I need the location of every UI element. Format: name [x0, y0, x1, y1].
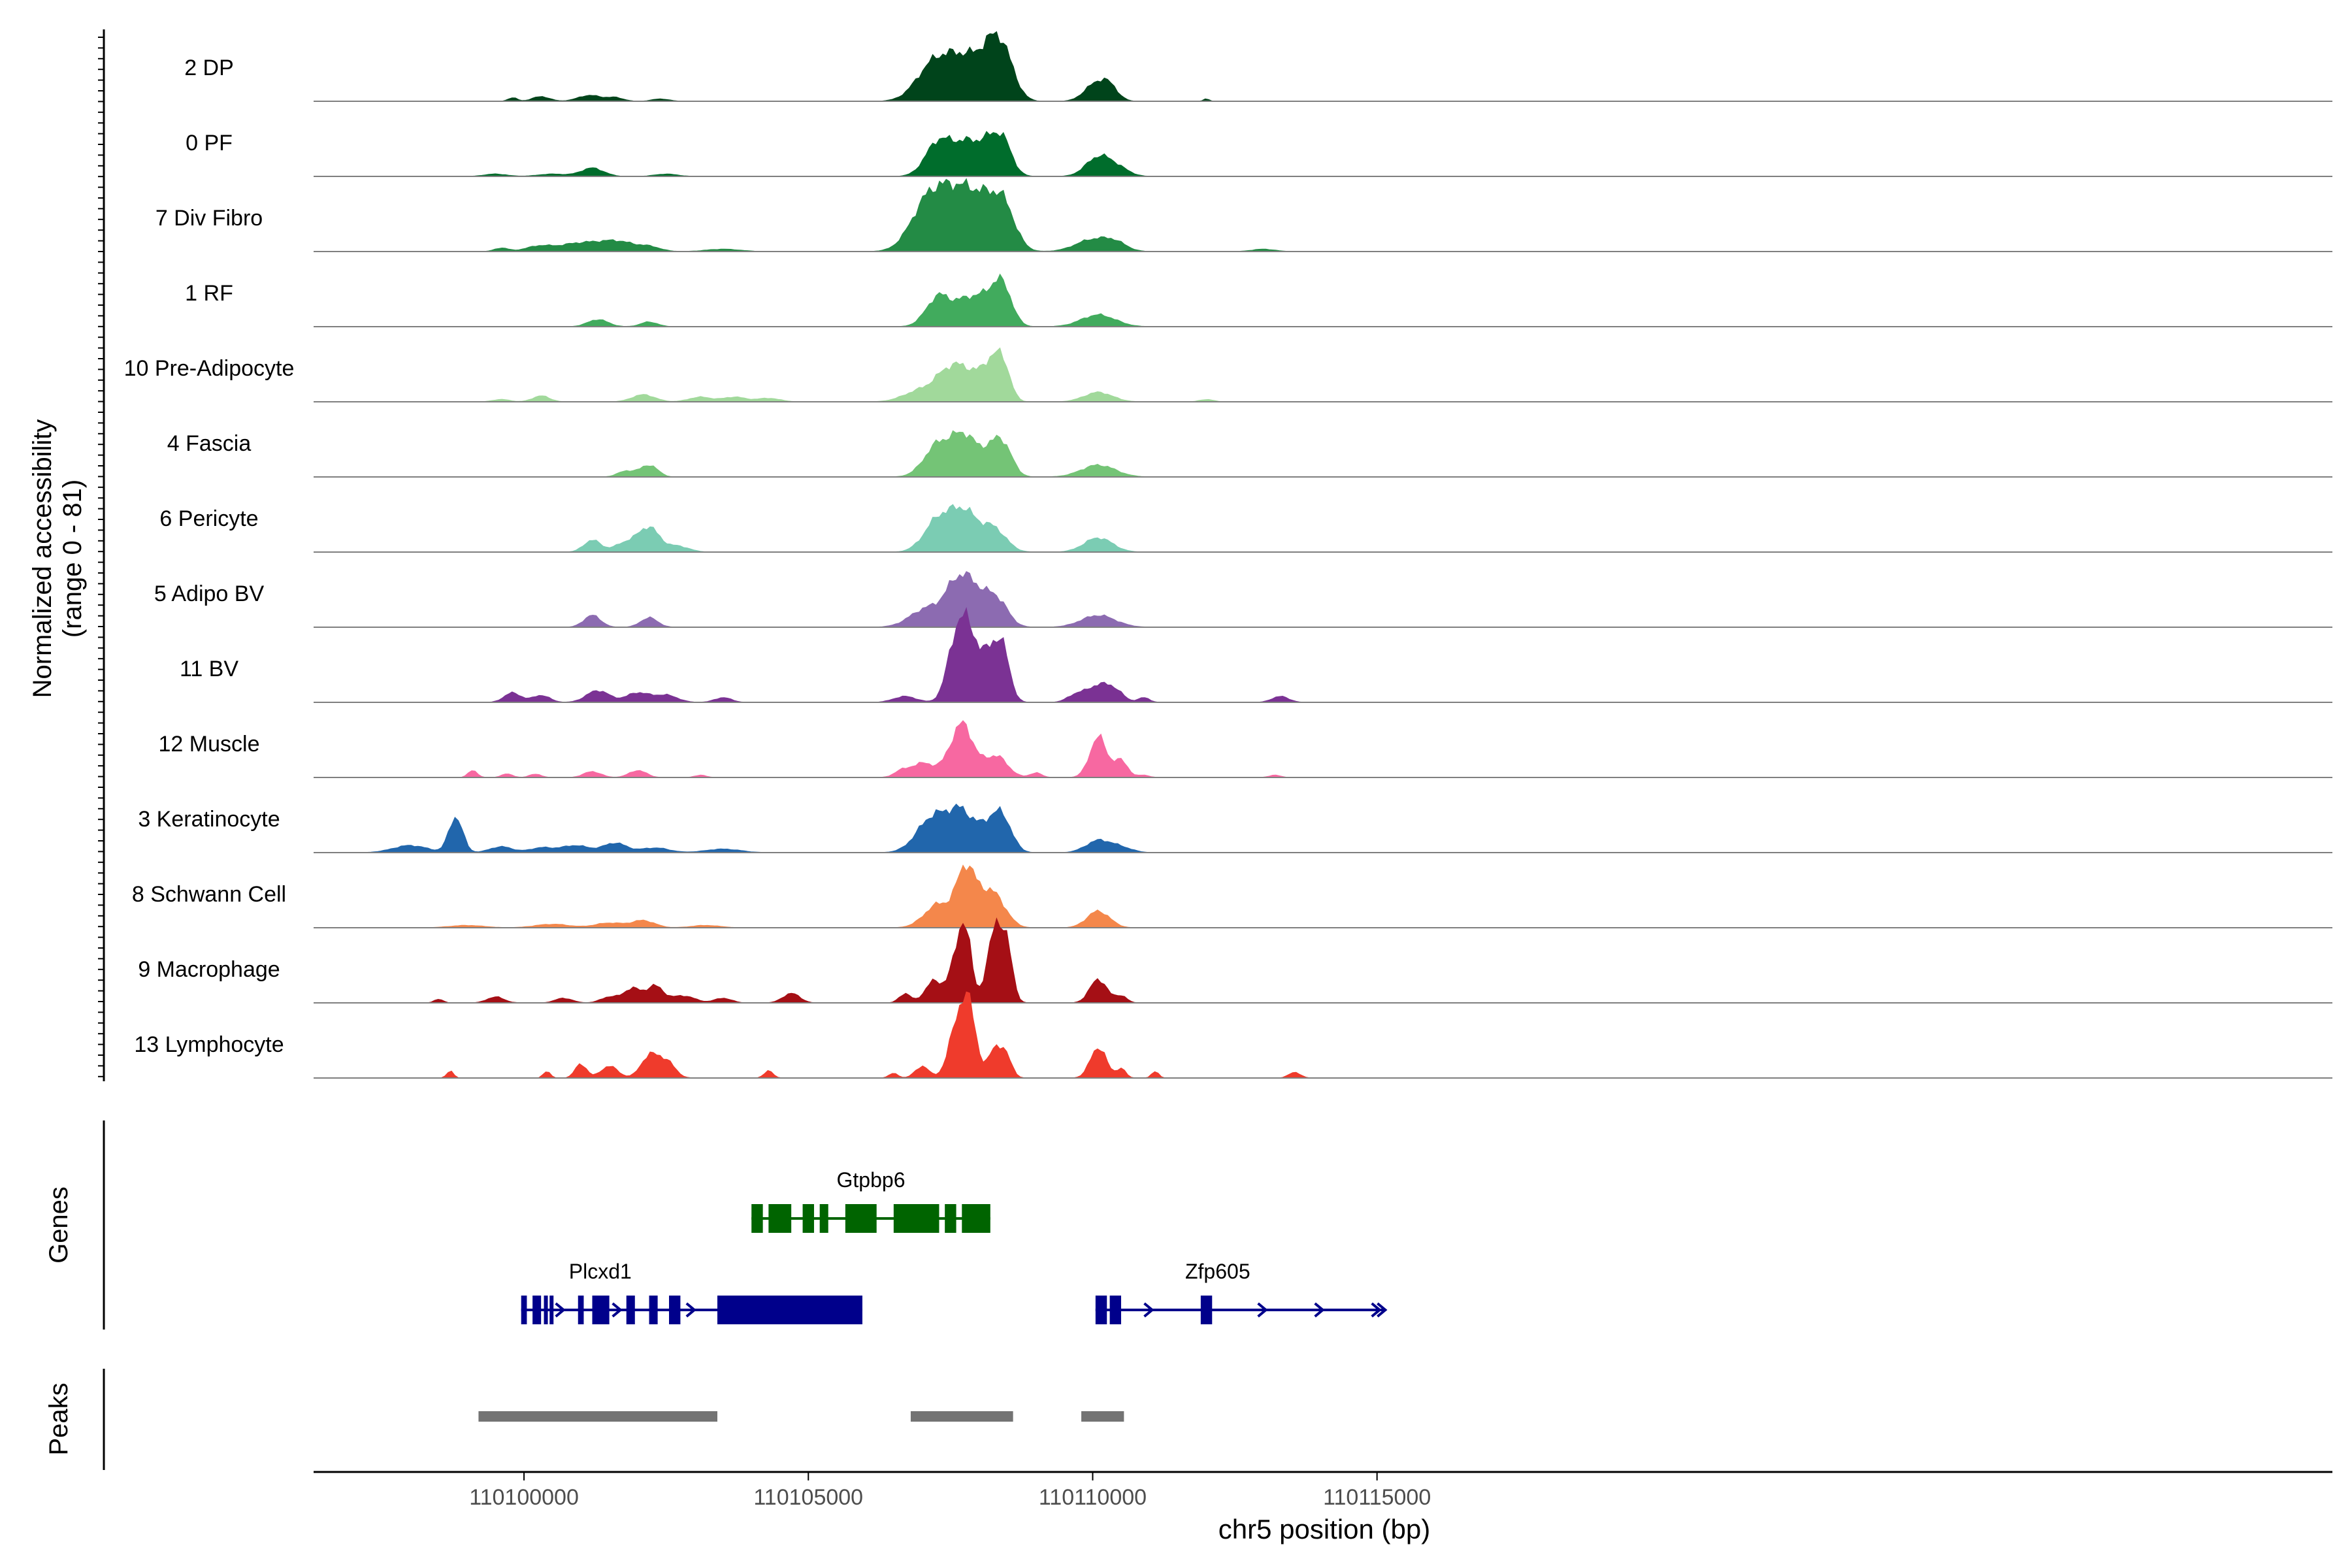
gene-exon — [1200, 1296, 1213, 1324]
strand-arrow — [1143, 1302, 1154, 1318]
track-label-11: 8 Schwann Cell — [132, 882, 286, 907]
strand-arrow — [1377, 1302, 1388, 1318]
gene-exon — [592, 1296, 610, 1324]
track-3: 1 RF — [185, 273, 2332, 327]
coverage-area-2 — [314, 178, 2332, 252]
coverage-area-1 — [314, 131, 2332, 177]
track-label-6: 6 Pericyte — [159, 506, 258, 531]
gene-exon — [893, 1204, 939, 1233]
coverage-area-13 — [314, 991, 2332, 1079]
track-label-5: 4 Fascia — [167, 431, 252, 456]
gene-exon — [521, 1296, 527, 1324]
coverage-area-3 — [314, 273, 2332, 327]
track-9: 12 Muscle — [159, 720, 2332, 778]
x-tick-label: 110105000 — [753, 1485, 863, 1510]
strand-arrow — [1257, 1302, 1268, 1318]
gene-exon — [1095, 1296, 1107, 1324]
track-label-1: 0 PF — [186, 131, 233, 155]
gene-exon — [669, 1296, 681, 1324]
coverage-area-7 — [314, 571, 2332, 628]
y-axis-label: Normalized accessibility — [28, 419, 57, 698]
x-axis: 110100000 110105000 110110000 110115000 — [314, 1471, 2332, 1510]
gene-exon — [549, 1296, 554, 1324]
track-1: 0 PF — [186, 131, 2332, 177]
coverage-area-6 — [314, 504, 2332, 553]
gene-plcxd1: Plcxd1 — [521, 1260, 862, 1324]
gene-label: Plcxd1 — [569, 1260, 632, 1283]
gene-exon — [649, 1296, 658, 1324]
gene-exon — [819, 1204, 828, 1233]
track-label-13: 13 Lymphocyte — [134, 1032, 284, 1057]
track-label-10: 3 Keratinocyte — [138, 807, 280, 832]
strand-arrow — [612, 1302, 623, 1318]
track-label-7: 5 Adipo BV — [154, 581, 265, 606]
gene-exon — [544, 1296, 548, 1324]
gene-zfp605: Zfp605 — [1095, 1260, 1388, 1324]
track-11: 8 Schwann Cell — [132, 864, 2332, 928]
coverage-area-11 — [314, 864, 2332, 928]
coverage-area-4 — [314, 347, 2332, 402]
coverage-area-0 — [314, 31, 2332, 102]
track-8: 11 BV — [180, 606, 2332, 703]
gene-exon — [626, 1296, 635, 1324]
track-label-0: 2 DP — [184, 56, 234, 80]
track-label-8: 11 BV — [180, 657, 238, 681]
coverage-area-12 — [314, 917, 2332, 1004]
coverage-area-10 — [314, 803, 2332, 853]
strand-arrow — [555, 1302, 566, 1318]
gene-exon — [768, 1204, 792, 1233]
track-0: 2 DP — [184, 31, 2332, 102]
x-tick-label: 110100000 — [469, 1485, 579, 1510]
gene-label: Zfp605 — [1185, 1260, 1250, 1283]
track-label-4: 10 Pre-Adipocyte — [124, 356, 295, 381]
y-axis-label-range: (range 0 - 81) — [58, 480, 87, 638]
gene-exon — [532, 1296, 542, 1324]
track-label-12: 9 Macrophage — [138, 957, 280, 982]
peaks-panel-label: Peaks — [44, 1382, 73, 1455]
gene-exon — [751, 1204, 763, 1233]
x-axis-label: chr5 position (bp) — [1218, 1514, 1431, 1544]
peak-bar — [478, 1411, 717, 1422]
gene-exon — [717, 1296, 862, 1324]
coverage-area-9 — [314, 720, 2332, 778]
gene-exon — [945, 1204, 956, 1233]
strand-arrow — [1314, 1302, 1325, 1318]
coverage-tracks: 2 DP 0 PF 7 Div Fibro 1 RF 10 Pre-Adipocyte 4… — [124, 31, 2332, 1079]
track-2: 7 Div Fibro — [155, 178, 2332, 252]
gene-exon — [578, 1296, 584, 1324]
gene-exon — [1109, 1296, 1121, 1324]
track-7: 5 Adipo BV — [154, 571, 2332, 628]
strand-arrow — [685, 1302, 696, 1318]
peaks-track — [478, 1411, 1124, 1422]
track-6: 6 Pericyte — [159, 504, 2332, 553]
track-4: 10 Pre-Adipocyte — [124, 347, 2332, 402]
track-5: 4 Fascia — [167, 430, 2332, 478]
genes-panel-label: Genes — [44, 1186, 73, 1264]
track-label-3: 1 RF — [185, 281, 233, 306]
track-label-9: 12 Muscle — [159, 732, 260, 757]
y-axis — [98, 29, 105, 1081]
track-10: 3 Keratinocyte — [138, 803, 2332, 853]
strand-arrow — [1371, 1302, 1382, 1318]
gene-annotation-track: Gtpbp6 Plcxd1 Zfp605 — [521, 1168, 1388, 1324]
coverage-area-5 — [314, 430, 2332, 478]
x-tick-label: 110115000 — [1323, 1485, 1431, 1510]
gene-exon — [845, 1204, 877, 1233]
gene-exon — [802, 1204, 814, 1233]
peak-bar — [910, 1411, 1013, 1422]
peak-bar — [1081, 1411, 1124, 1422]
gene-label: Gtpbp6 — [837, 1168, 906, 1192]
coverage-area-8 — [314, 606, 2332, 703]
x-tick-label: 110110000 — [1039, 1485, 1147, 1510]
gene-gtpbp6: Gtpbp6 — [751, 1168, 990, 1233]
track-12: 9 Macrophage — [138, 917, 2332, 1004]
track-13: 13 Lymphocyte — [134, 991, 2332, 1079]
gene-exon — [962, 1204, 990, 1233]
track-label-2: 7 Div Fibro — [155, 206, 263, 231]
